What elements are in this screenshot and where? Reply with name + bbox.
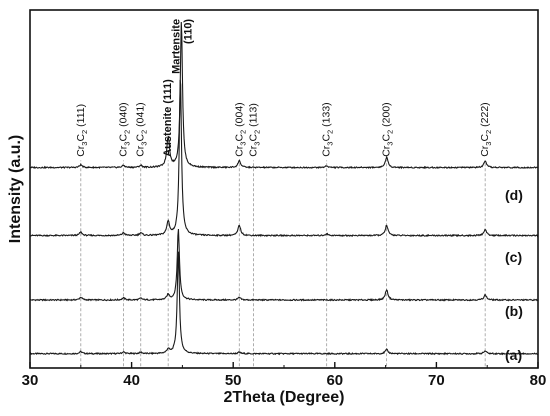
martensite-hkl-label: (110) [182,19,194,44]
peak-labels: Cr3C2 (111) Cr3C2 (040)Cr3C2 (041) Austeni… [75,19,493,157]
trace-label-d: (d) [505,187,523,203]
xrd-trace-d [29,21,539,170]
xrd-traces [29,21,539,356]
trace-label-b: (b) [505,303,523,319]
peak-label: Cr3C2 (004) [233,102,247,156]
peak-label: Cr3C2 (200) [381,102,395,156]
peak-label: Cr3C2 (040) [118,102,132,156]
plot-frame [29,9,539,369]
trace-label-a: (a) [505,347,522,363]
peak-label: Cr3C2 (133) [321,102,335,156]
trace-label-c: (c) [505,249,522,265]
reference-lines [80,160,486,367]
x-tick-label: 40 [123,372,140,389]
xrd-trace-b [29,229,539,302]
x-tick-label: 60 [326,372,343,389]
peak-label: Cr3C2 (113) [248,103,262,157]
peak-label: Cr3C2 (111) [75,104,89,157]
y-axis-title: Intensity (a.u.) [7,135,24,243]
x-tick-label: 30 [22,372,39,389]
x-tick-label: 80 [530,372,547,389]
xrd-trace-c [29,79,539,238]
x-axis-ticks: 30 40 50 60 70 80 [22,362,547,389]
x-axis-title: 2Theta (Degree) [224,389,345,406]
x-tick-label: 50 [225,372,242,389]
peak-label: Austenite (111) [162,79,174,157]
x-tick-label: 70 [428,372,445,389]
peak-label: Cr3C2 (222) [479,102,493,156]
xrd-trace-a [29,251,539,356]
martensite-label: Martensite [170,19,182,74]
trace-labels: (a) (b) (c) (d) [505,187,523,363]
peak-label: Cr3C2 (041) [135,102,149,156]
